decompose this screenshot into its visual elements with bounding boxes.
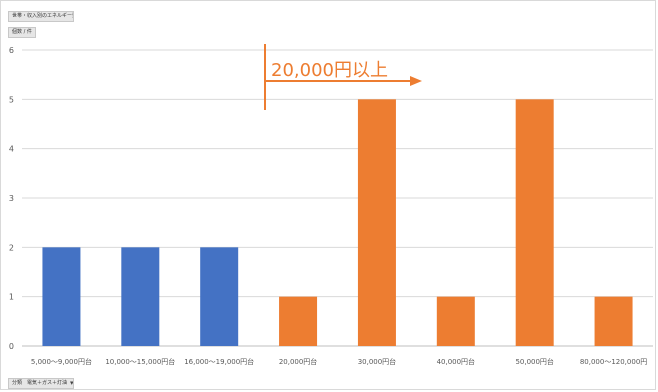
- x-tick-label: 30,000円台: [358, 357, 397, 366]
- annotation-text: 20,000円以上: [271, 60, 388, 81]
- y-tick-label: 1: [9, 293, 14, 302]
- bar: [357, 99, 396, 346]
- value-field-button[interactable]: 個数 / 件: [8, 27, 36, 38]
- x-tick-label: 10,000～15,000円台: [105, 357, 175, 366]
- x-tick-label: 20,000円台: [279, 357, 318, 366]
- x-tick-label: 16,000～19,000円台: [184, 357, 254, 366]
- annotation-arrowhead-icon: [410, 76, 422, 86]
- bar: [42, 247, 81, 346]
- bar: [200, 247, 239, 346]
- x-tick-label: 40,000円台: [437, 357, 476, 366]
- y-tick-label: 2: [9, 243, 14, 252]
- x-tick-label: 80,000～120,000円: [580, 358, 647, 366]
- x-tick-label: 50,000円台: [515, 357, 554, 366]
- y-tick-label: 0: [9, 342, 14, 351]
- report-filter-button[interactable]: 世帯・収入別のエネルギー費 ▾⏷: [8, 11, 74, 22]
- value-field-label: 個数 / 件: [12, 29, 32, 35]
- report-filter-label: 世帯・収入別のエネルギー費: [12, 13, 74, 19]
- bar: [436, 296, 475, 346]
- y-tick-label: 6: [9, 46, 14, 55]
- axis-field-button[interactable]: 分類 電気＋ガス＋灯油 ▾⏷: [8, 378, 74, 389]
- filter-dropdown-icon: ▾⏷: [70, 379, 74, 387]
- axis-field-label: 分類 電気＋ガス＋灯油: [12, 380, 68, 386]
- bar: [121, 247, 160, 346]
- y-tick-label: 5: [9, 95, 14, 104]
- y-tick-label: 4: [9, 145, 14, 154]
- bar: [279, 296, 318, 346]
- bar: [594, 296, 633, 346]
- y-tick-label: 3: [9, 194, 14, 203]
- x-tick-label: 5,000～9,000円台: [31, 357, 92, 366]
- bar: [515, 99, 554, 346]
